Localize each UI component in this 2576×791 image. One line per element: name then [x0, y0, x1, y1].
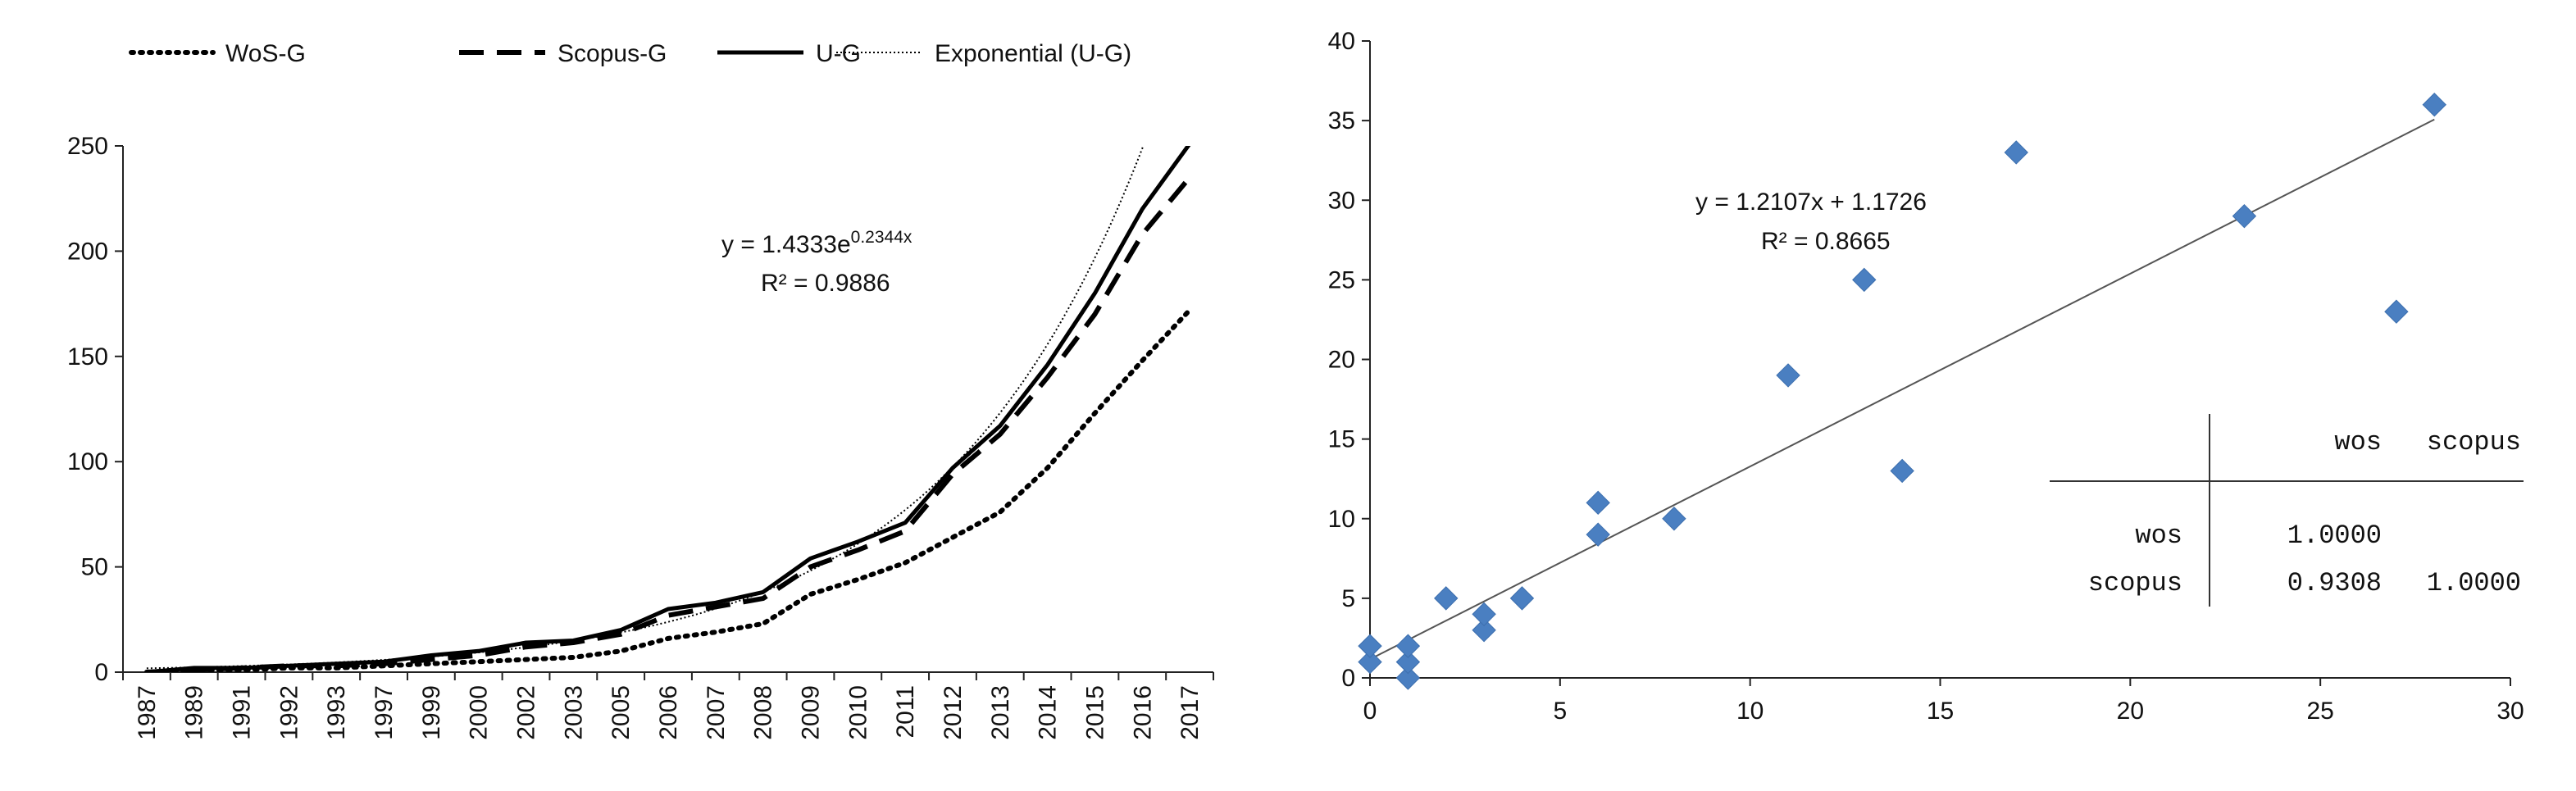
data-point [2232, 203, 2257, 229]
x-tick-label: 20 [2117, 698, 2144, 725]
x-tick-label: 1989 [181, 685, 208, 740]
data-point [1586, 490, 1610, 516]
x-tick-label: 1991 [229, 685, 256, 740]
x-tick-label: 2008 [750, 685, 777, 740]
series-line-wos-g [143, 307, 1193, 672]
series-line-scopus-g [146, 175, 1192, 672]
x-tick-label: 2015 [1081, 685, 1108, 740]
y-tick-label: 20 [1328, 347, 1355, 374]
data-point [1358, 634, 1382, 658]
y-tick-label: 15 [1328, 426, 1355, 453]
data-point [1852, 267, 1877, 293]
y-tick-label: 25 [1328, 266, 1355, 293]
x-tick-label: 30 [2496, 698, 2524, 725]
line-chart-panel: 0 50 100 150 200 250 1987 1989 1991 1992 1993 1997 1… [67, 40, 1214, 740]
x-tick-label: 2002 [513, 685, 540, 740]
data-point [1472, 602, 1496, 627]
data-point [2422, 92, 2446, 117]
y-tick-label: 200 [67, 238, 108, 265]
x-tick-label: 2016 [1129, 685, 1156, 740]
x-tick-label: 2000 [466, 685, 493, 740]
x-tick-label: 1999 [418, 685, 445, 740]
series-line-exponential-u-g [146, 146, 1145, 670]
trend-r-squared: R² = 0.8665 [1761, 228, 1891, 255]
x-tick-label: 2014 [1035, 685, 1062, 740]
table-column-header: wos [2334, 427, 2382, 457]
x-tick-label: 10 [1736, 698, 1764, 725]
y-tick-label: 30 [1328, 187, 1355, 214]
x-tick-label: 1992 [275, 685, 303, 740]
x-tick-label: 2010 [844, 685, 872, 740]
data-point [1890, 458, 1914, 484]
data-point [1509, 586, 1535, 611]
data-point [2384, 299, 2409, 324]
x-tick-label: 1993 [323, 685, 350, 740]
legend-label: Exponential (U-G) [935, 40, 1131, 67]
y-tick-label: 50 [81, 554, 108, 581]
y-tick-label: 150 [67, 343, 108, 370]
x-tick-label: 5 [1553, 698, 1567, 725]
x-tick-label: 25 [2306, 698, 2333, 725]
x-tick-label: 1997 [371, 685, 398, 740]
y-tick-label: 5 [1341, 585, 1355, 612]
legend-label: U-G [816, 40, 861, 67]
x-tick-label: 1987 [134, 685, 161, 740]
x-tick-label: 2005 [608, 685, 635, 740]
x-tick-label: 2011 [892, 685, 919, 739]
trendline [1369, 118, 2435, 661]
y-tick-label: 0 [94, 659, 108, 686]
y-tick-label: 0 [1341, 665, 1355, 692]
x-tick-label: 2007 [703, 685, 730, 740]
y-tick-label: 35 [1328, 107, 1355, 134]
legend-label: Scopus-G [558, 40, 667, 67]
table-cell: 0.9308 [2287, 568, 2382, 598]
x-tick-label: 2013 [987, 685, 1014, 740]
x-tick-label: 0 [1363, 698, 1377, 725]
y-tick-label: 250 [67, 133, 108, 160]
series-line-u-g [146, 146, 1191, 672]
legend-label: WoS-G [225, 40, 306, 67]
fit-r-squared: R² = 0.9886 [761, 270, 890, 297]
y-tick-label: 100 [67, 448, 108, 475]
table-cell: 1.0000 [2287, 521, 2382, 551]
x-tick-label: 2006 [655, 685, 682, 740]
trend-equation: y = 1.2107x + 1.1726 [1695, 189, 1927, 216]
table-row-label: wos [2135, 521, 2182, 551]
data-point [1776, 363, 1800, 388]
table-row-label: scopus [2088, 568, 2182, 598]
data-point [1434, 586, 1459, 611]
x-tick-label: 2012 [940, 685, 967, 740]
data-point [1472, 618, 1496, 643]
y-tick-label: 40 [1328, 28, 1355, 55]
fit-equation: y = 1.4333e0.2344x [721, 228, 913, 258]
data-point [1358, 649, 1382, 675]
x-tick-label: 2009 [797, 685, 824, 740]
data-point [2004, 140, 2028, 165]
y-tick-label: 10 [1328, 506, 1355, 533]
data-point [1395, 666, 1421, 690]
table-column-header: scopus [2427, 427, 2521, 457]
data-point [1395, 634, 1421, 658]
x-tick-label: 2017 [1176, 685, 1204, 740]
table-cell: 1.0000 [2427, 568, 2521, 598]
data-point [1586, 522, 1610, 547]
data-point [1395, 649, 1421, 675]
data-point [1662, 507, 1686, 531]
x-tick-label: 2003 [560, 685, 587, 740]
x-tick-label: 15 [1927, 698, 1954, 725]
scatter-chart-panel: 0 5 10 15 20 25 30 35 40 0 5 10 15 20 25 30 y = 1.2107x … [1328, 28, 2524, 725]
